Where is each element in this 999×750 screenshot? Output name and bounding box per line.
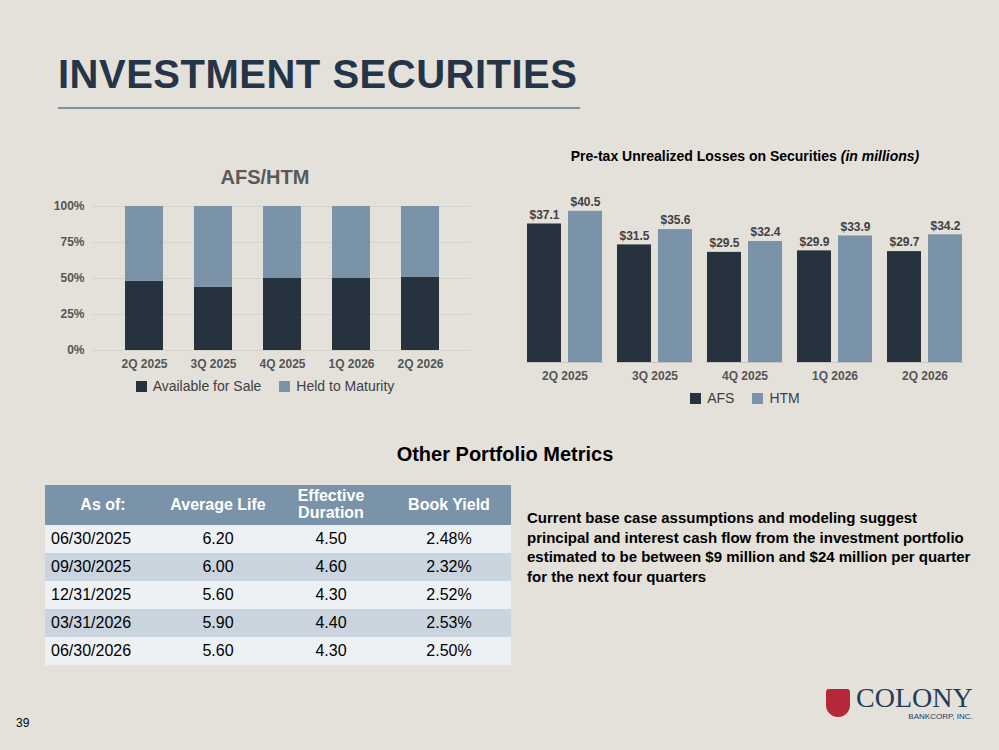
svg-text:3Q 2025: 3Q 2025 xyxy=(190,357,236,371)
svg-text:$29.5: $29.5 xyxy=(709,236,739,250)
html-text:Held to Maturity: Held to Maturity xyxy=(296,378,395,394)
html-text:Average Life: Average Life xyxy=(170,495,266,513)
svg-text:$33.9: $33.9 xyxy=(840,220,870,234)
html-text:COLONY: COLONY xyxy=(856,682,973,713)
html-text:Effective Duration: Effective Duration xyxy=(297,487,365,521)
svg-text:75%: 75% xyxy=(60,235,84,249)
html-text:Other Portfolio Metrics: Other Portfolio Metrics xyxy=(396,443,614,465)
html-text:4.60: 4.60 xyxy=(315,558,347,575)
html-text:6.20: 6.20 xyxy=(202,530,234,547)
html-text:Available for Sale: Available for Sale xyxy=(152,378,262,394)
svg-text:$31.5: $31.5 xyxy=(619,229,649,243)
html-text:BANKCORP, INC.: BANKCORP, INC. xyxy=(908,712,973,721)
html-text:AFS/HTM: AFS/HTM xyxy=(220,166,310,188)
html-text:12/31/2025: 12/31/2025 xyxy=(51,586,132,603)
svg-text:$35.6: $35.6 xyxy=(660,213,690,227)
html-text:06/30/2026: 06/30/2026 xyxy=(51,642,132,659)
svg-text:2Q 2025: 2Q 2025 xyxy=(121,357,167,371)
html-text:AFS: AFS xyxy=(707,390,735,406)
html-text:INVESTMENT SECURITIES: INVESTMENT SECURITIES xyxy=(58,52,578,96)
svg-text:$32.4: $32.4 xyxy=(750,225,780,239)
html-text:HTM: HTM xyxy=(769,390,800,406)
svg-text:$29.9: $29.9 xyxy=(799,235,829,249)
svg-text:4Q 2025: 4Q 2025 xyxy=(259,357,305,371)
svg-text:2Q 2026: 2Q 2026 xyxy=(397,357,443,371)
html-text:4.30: 4.30 xyxy=(315,642,347,659)
svg-text:4Q 2025: 4Q 2025 xyxy=(722,369,768,383)
html-text:09/30/2025: 09/30/2025 xyxy=(51,558,132,575)
html-text:As of:: As of: xyxy=(80,495,126,513)
svg-text:25%: 25% xyxy=(60,307,84,321)
html-text:2.53%: 2.53% xyxy=(426,614,472,631)
html-text:5.60: 5.60 xyxy=(202,642,234,659)
html-text:Current base case assumptions: Current base case assumptions and modeli… xyxy=(527,509,971,585)
svg-text:$40.5: $40.5 xyxy=(570,195,600,209)
svg-text:100%: 100% xyxy=(54,199,85,213)
svg-text:1Q 2026: 1Q 2026 xyxy=(812,369,858,383)
html-text:2.50%: 2.50% xyxy=(426,642,472,659)
html-text:Pre-tax Unrealized Losses on S: Pre-tax Unrealized Losses on Securities … xyxy=(570,148,920,164)
svg-text:50%: 50% xyxy=(60,271,84,285)
html-text:6.00: 6.00 xyxy=(202,558,234,575)
svg-text:2Q 2025: 2Q 2025 xyxy=(542,369,588,383)
html-text:06/30/2025: 06/30/2025 xyxy=(51,530,132,547)
html-text:4.40: 4.40 xyxy=(315,614,347,631)
svg-text:$37.1: $37.1 xyxy=(529,208,559,222)
html-text:Book Yield: Book Yield xyxy=(408,495,490,513)
svg-text:$29.7: $29.7 xyxy=(889,235,919,249)
html-text:2.32%: 2.32% xyxy=(426,558,472,575)
html-text:39: 39 xyxy=(16,716,30,730)
html-text:2.52%: 2.52% xyxy=(426,586,472,603)
html-text:2.48%: 2.48% xyxy=(426,530,472,547)
html-text:4.50: 4.50 xyxy=(315,530,347,547)
svg-text:1Q 2026: 1Q 2026 xyxy=(328,357,374,371)
svg-text:$34.2: $34.2 xyxy=(930,219,960,233)
html-text:5.60: 5.60 xyxy=(202,586,234,603)
html-text:03/31/2026: 03/31/2026 xyxy=(51,614,132,631)
html-text:4.30: 4.30 xyxy=(315,586,347,603)
html-text:5.90: 5.90 xyxy=(202,614,234,631)
svg-text:0%: 0% xyxy=(67,343,85,357)
svg-text:3Q 2025: 3Q 2025 xyxy=(632,369,678,383)
svg-text:2Q 2026: 2Q 2026 xyxy=(902,369,948,383)
